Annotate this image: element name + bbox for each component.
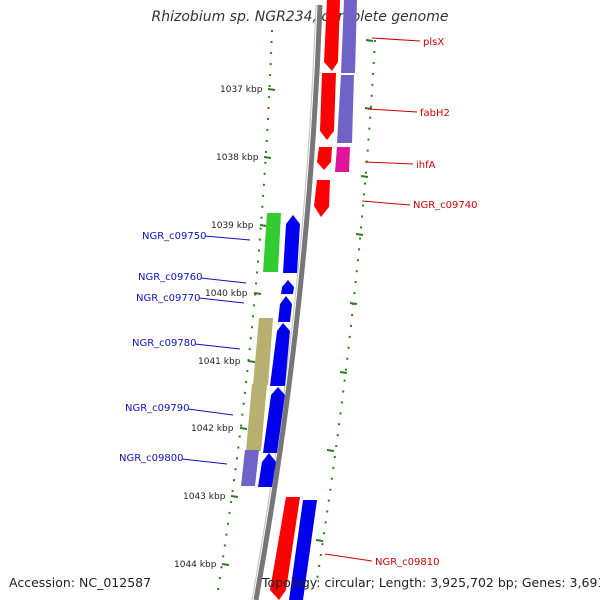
label-ngr-c09740: NGR_c09740 — [413, 200, 478, 211]
tick-label-1041: 1041 kbp — [198, 357, 241, 367]
gene-features — [241, 0, 357, 600]
major-tick-outer — [349, 302, 358, 305]
tick-label-1037: 1037 kbp — [220, 85, 263, 95]
leader-ngr-c09810 — [324, 553, 373, 562]
major-tick-outer — [360, 175, 369, 178]
gene-ihfa-arrow[interactable] — [317, 147, 332, 170]
major-tick-inner — [267, 88, 276, 91]
major-tick-inner — [230, 495, 239, 498]
gene-ihfa-pair[interactable] — [335, 147, 350, 172]
gene-ngr-c09770-arrow[interactable] — [278, 296, 292, 322]
gene-plsx-pair[interactable] — [341, 0, 357, 73]
leader-plsx — [371, 37, 421, 42]
tick-label-1043: 1043 kbp — [183, 492, 226, 502]
label-ihfa: ihfA — [416, 160, 436, 171]
label-ngr-c09800: NGR_c09800 — [119, 453, 184, 464]
leader-ngr-c09780 — [194, 343, 241, 350]
genome-summary-text: Topology: circular; Length: 3,925,702 bp… — [262, 575, 600, 590]
label-ngr-c09770: NGR_c09770 — [136, 293, 201, 304]
gene-fabh2-pair[interactable] — [337, 75, 354, 143]
gene-ngr-c09810-pair[interactable] — [289, 500, 317, 600]
major-tick-outer — [326, 449, 335, 452]
dotted-guides — [217, 29, 376, 591]
gene-ngr-c09800-pair[interactable] — [241, 450, 259, 486]
major-tick-outer — [315, 539, 324, 542]
label-ngr-c09780: NGR_c09780 — [132, 338, 197, 349]
label-ngr-c09760: NGR_c09760 — [138, 272, 203, 283]
label-ngr-c09790: NGR_c09790 — [125, 403, 190, 414]
gene-ngr-c09790-arrow[interactable] — [263, 387, 285, 453]
genome-backbone-highlight — [251, 4, 317, 600]
leader-ngr-c09800 — [181, 458, 228, 465]
leader-ngr-c09790 — [187, 408, 234, 416]
gene-ngr-c09750-pair[interactable] — [263, 213, 281, 272]
gene-fabh2-arrow[interactable] — [320, 73, 336, 140]
label-leaders — [181, 37, 421, 562]
gene-ngr-c09780-pair[interactable] — [253, 318, 273, 385]
major-tick-inner — [259, 224, 268, 227]
leader-ngr-c09740 — [361, 200, 411, 206]
gene-ngr-c09810-arrow[interactable] — [270, 497, 300, 600]
tick-label-1044: 1044 kbp — [174, 560, 217, 570]
leader-ngr-c09750 — [204, 235, 251, 241]
gene-plsx-arrow[interactable] — [324, 0, 340, 71]
gene-ngr-c09780-arrow[interactable] — [270, 323, 290, 386]
gene-ngr-c09750-arrow[interactable] — [283, 215, 300, 273]
gene-ngr-c09800-arrow[interactable] — [258, 453, 276, 487]
leader-ihfa — [364, 161, 414, 165]
label-ngr-c09750: NGR_c09750 — [142, 231, 207, 242]
tick-label-1040: 1040 kbp — [205, 289, 248, 299]
major-tick-outer — [355, 233, 364, 236]
label-fabh2: fabH2 — [420, 108, 450, 119]
accession-text: Accession: NC_012587 — [9, 575, 152, 590]
tick-label-1039: 1039 kbp — [211, 221, 254, 231]
leader-ngr-c09770 — [198, 297, 245, 304]
gene-ngr-c09760-arrow[interactable] — [281, 280, 294, 294]
genome-backbone — [253, 4, 323, 600]
major-tick-inner — [263, 156, 272, 159]
tick-label-1038: 1038 kbp — [216, 153, 259, 163]
map-title: Rhizobium sp. NGR234, complete genome — [151, 9, 449, 25]
gene-ngr-c09790-pair[interactable] — [246, 384, 267, 451]
major-tick-inner — [247, 360, 256, 363]
tick-label-1042: 1042 kbp — [191, 424, 234, 434]
inner-dotted-arc — [217, 29, 273, 591]
label-ngr-c09810: NGR_c09810 — [375, 557, 440, 568]
major-tick-inner — [221, 563, 230, 566]
leader-fabh2 — [367, 108, 418, 113]
right-gene-labels: plsX fabH2 ihfA NGR_c09740 NGR_c09810 — [375, 37, 478, 568]
major-tick-inner — [239, 427, 248, 430]
gene-ngr-c09740-arrow[interactable] — [314, 180, 330, 217]
label-plsx: plsX — [423, 37, 444, 48]
scale-labels: 1037 kbp 1038 kbp 1039 kbp 1040 kbp 1041… — [174, 85, 263, 570]
major-tick-outer — [365, 39, 374, 42]
major-tick-outer — [339, 371, 348, 374]
leader-ngr-c09760 — [200, 277, 247, 284]
left-gene-labels: NGR_c09750 NGR_c09760 NGR_c09770 NGR_c09… — [119, 231, 207, 464]
major-tick-inner — [253, 292, 262, 295]
